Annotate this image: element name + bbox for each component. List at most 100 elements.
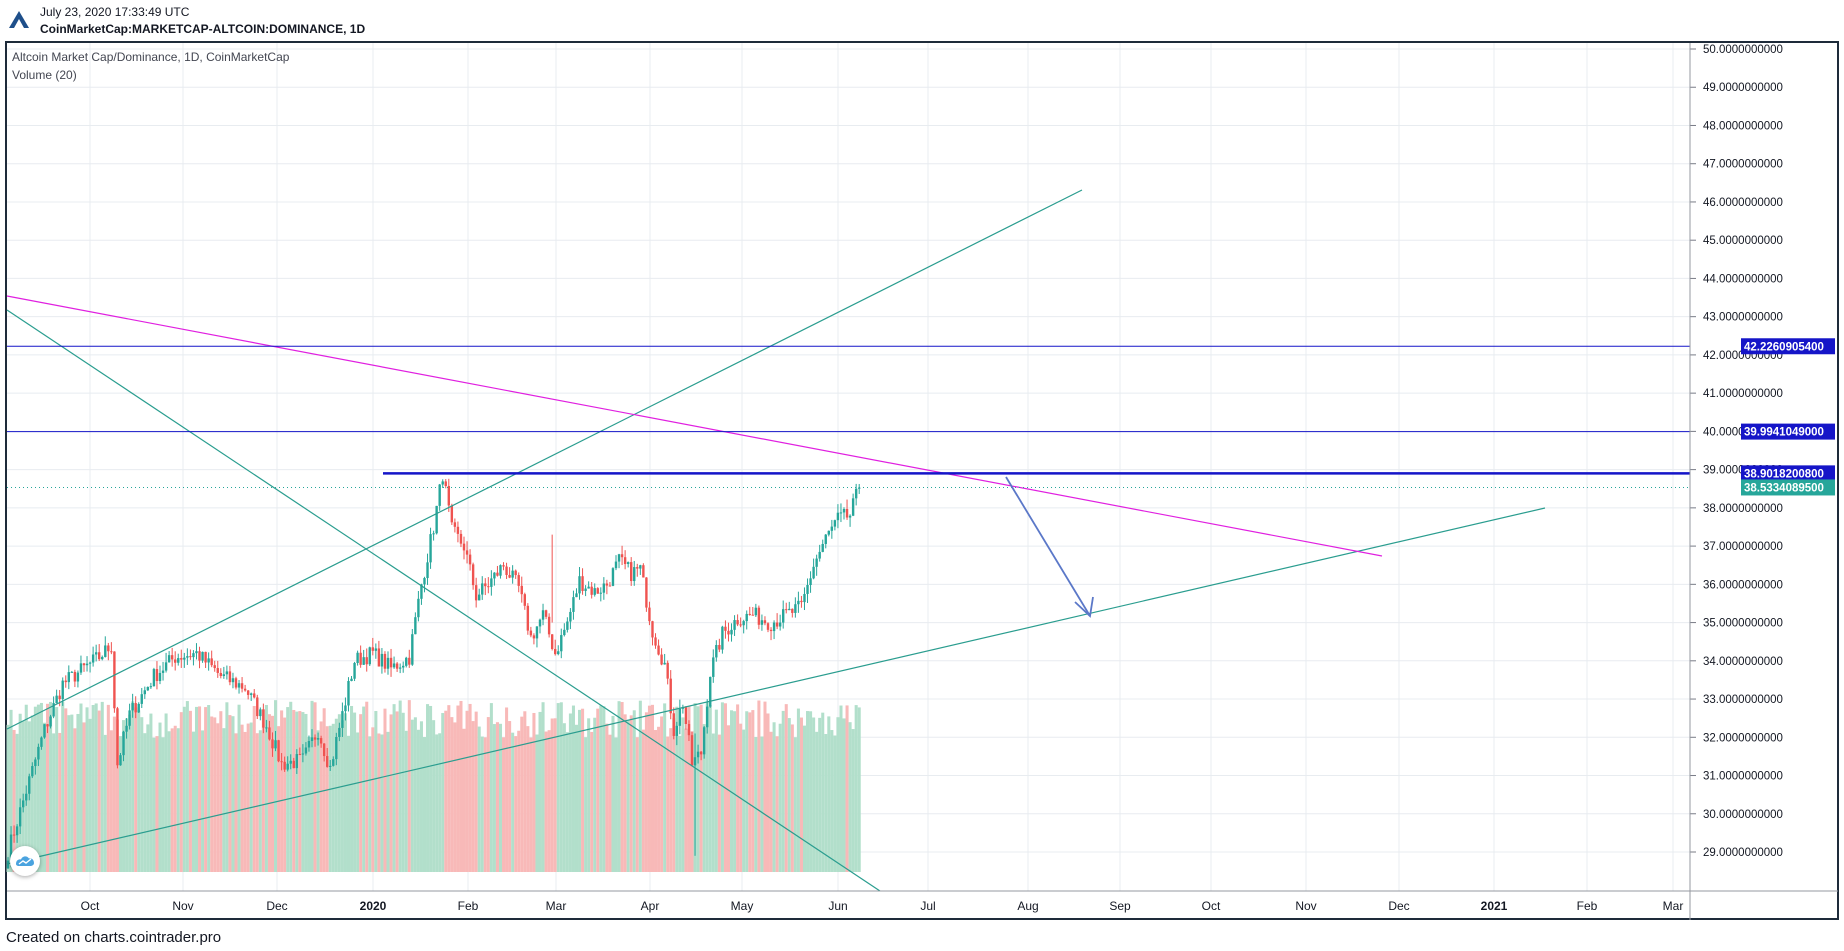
volume-bar: [544, 731, 548, 872]
candle-body: [253, 693, 256, 698]
volume-bar: [392, 704, 396, 872]
volume-bar: [468, 703, 472, 872]
volume-bar: [286, 707, 290, 872]
candle-body: [316, 738, 320, 740]
volume-bar: [714, 709, 718, 872]
volume-bar: [432, 720, 436, 872]
candle-body: [678, 708, 682, 726]
volume-bar: [356, 732, 360, 872]
volume-bar: [67, 715, 71, 872]
volume-bar: [149, 713, 153, 872]
volume-bar: [185, 701, 189, 872]
volume-bar: [307, 736, 311, 872]
y-tick-label: 34.0000000000: [1703, 656, 1783, 668]
volume-bar: [176, 728, 180, 872]
volume-bar: [459, 700, 463, 872]
candle-body: [149, 686, 153, 688]
candle-body: [760, 620, 764, 625]
volume-bar: [498, 723, 503, 872]
volume-bar: [216, 723, 220, 872]
x-tick-label: Mar: [546, 899, 567, 913]
candle-body: [648, 607, 651, 622]
volume-bar: [353, 712, 357, 872]
candle-body: [347, 681, 350, 706]
volume-bar: [632, 710, 636, 872]
volume-bar: [769, 731, 773, 872]
legend-volume: Volume (20): [12, 68, 77, 82]
candle-body: [505, 566, 508, 575]
volume-bar: [143, 733, 147, 872]
volume-bar: [301, 712, 305, 872]
candle-body: [79, 663, 83, 673]
candle-body: [547, 616, 551, 635]
volume-bar: [608, 734, 612, 872]
volume-bar: [702, 724, 706, 872]
volume-bar: [270, 715, 275, 872]
volume-bar: [854, 705, 858, 872]
candle-body: [353, 662, 356, 679]
price-level-label: 38.5334089500: [1744, 482, 1824, 494]
candle-body: [280, 761, 283, 763]
candle-body: [809, 578, 812, 586]
candle-body: [544, 610, 548, 617]
volume-bar: [809, 711, 813, 872]
candle-body: [484, 583, 487, 587]
candle-body: [778, 622, 782, 627]
candle-body: [6, 860, 10, 869]
volume-bar: [374, 711, 378, 872]
candle-body: [730, 629, 733, 635]
volume-bar: [733, 711, 737, 872]
candle-body: [356, 652, 359, 663]
candle-body: [806, 585, 809, 594]
candle-body: [493, 572, 496, 579]
candle-body: [82, 663, 86, 666]
volume-bar: [523, 711, 527, 872]
candle-body: [748, 613, 751, 615]
volume-bar: [772, 722, 776, 872]
volume-bar: [438, 733, 442, 872]
candle-body: [271, 739, 274, 749]
candle-body: [389, 657, 393, 668]
candle-body: [374, 648, 378, 651]
candle-body: [775, 622, 779, 627]
volume-bar: [720, 702, 724, 872]
candle-body: [377, 648, 381, 667]
volume-bar: [350, 705, 354, 872]
candle-body: [292, 760, 295, 769]
candle-body: [128, 710, 131, 726]
cointrader-badge-icon[interactable]: [10, 846, 40, 876]
volume-bar: [483, 737, 487, 872]
cointrader-logo-icon: [9, 11, 29, 28]
candle-body: [70, 671, 74, 673]
volume-bar: [304, 713, 308, 872]
candle-body: [34, 759, 37, 767]
volume-bar: [55, 707, 59, 872]
candle-body: [15, 826, 19, 836]
candle-body: [186, 656, 189, 658]
volume-bar: [298, 711, 302, 872]
candle-body: [435, 505, 438, 534]
candle-body: [88, 662, 92, 664]
candle-body: [645, 577, 648, 608]
volume-bar: [42, 722, 47, 872]
candle-body: [602, 583, 606, 593]
candle-body: [9, 834, 13, 861]
volume-bar: [112, 716, 116, 872]
volume-bar: [617, 701, 621, 872]
volume-bar: [70, 714, 74, 872]
volume-bar: [511, 732, 515, 872]
candle-body: [167, 655, 171, 663]
volume-bar: [106, 704, 110, 872]
candle-body: [307, 740, 311, 748]
candle-body: [566, 621, 569, 630]
candle-body: [468, 554, 472, 565]
candle-body: [189, 656, 192, 658]
volume-bar: [182, 706, 186, 872]
volume-bar: [39, 702, 43, 872]
volume-bar: [848, 722, 852, 872]
candle-body: [119, 755, 122, 766]
x-tick-label: Oct: [81, 899, 100, 913]
candle-body: [277, 740, 280, 762]
candle-body: [456, 526, 460, 534]
